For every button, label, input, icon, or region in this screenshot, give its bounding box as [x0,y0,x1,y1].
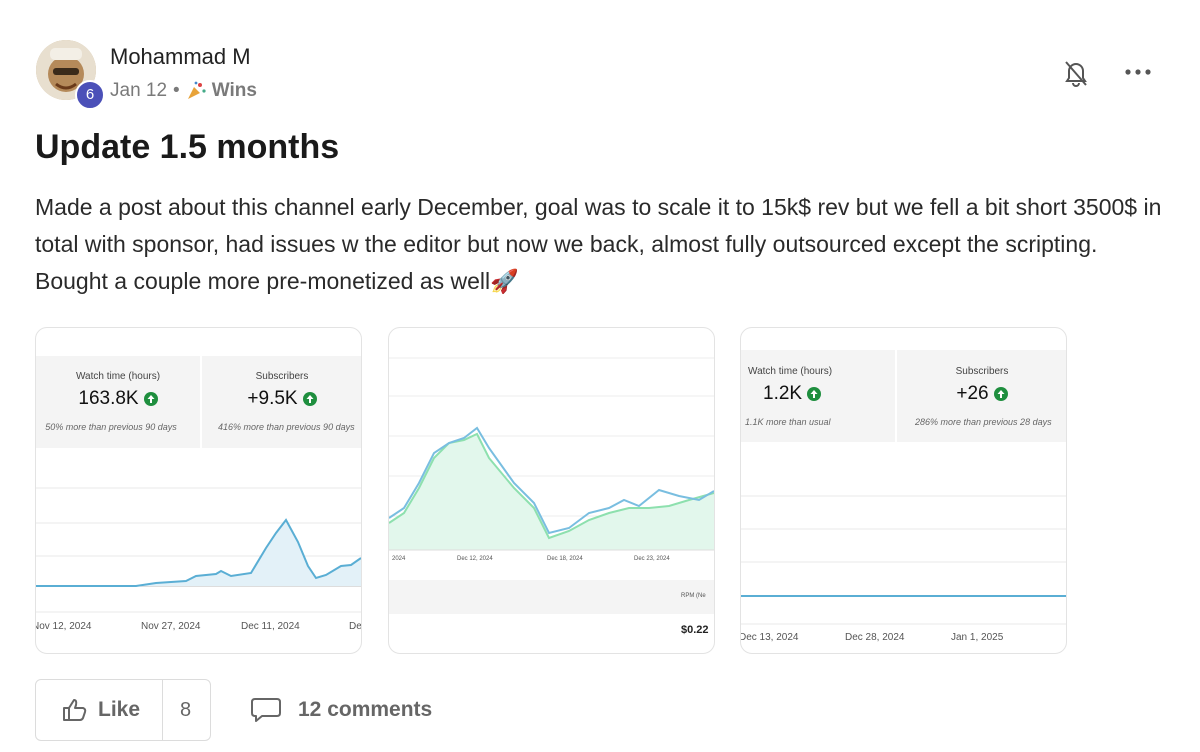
stat-value: +9.5K [247,388,298,409]
stat-value-row: 163.8K [36,388,200,410]
decoration [1065,61,1087,86]
metric-label: RPM (Ne [681,593,706,599]
up-icon [302,392,317,406]
decoration [197,83,202,87]
decoration [1135,69,1141,75]
chart-thumbnail [741,495,1066,625]
decoration [147,395,155,403]
stat-note: 1.1K more than usual [745,417,831,427]
x-axis-label: Dec 18, 2024 [547,556,583,562]
decoration [36,487,361,613]
like-label: Like [98,698,141,721]
up-icon [143,392,158,406]
post-meta: Jan 12 • Wins [110,80,257,102]
decoration [194,81,198,85]
stat-value: 1.2K [763,383,803,404]
stat-note: 50% more than previous 90 days [45,422,177,432]
decoration [389,426,714,535]
like-count[interactable]: 8 [162,680,210,740]
x-axis-label: Dec 12, 2024 [457,556,493,562]
attachment[interactable]: Watch time (hours) 163.8K 50% more than … [35,327,362,654]
stat-note: 286% more than previous 28 days [915,417,1052,427]
more-menu[interactable] [1124,66,1152,78]
post-category[interactable]: Wins [211,80,257,101]
chart-thumbnail [36,487,361,613]
decoration [997,390,1005,398]
decoration [1145,69,1151,75]
separator: • [173,80,180,101]
stat-card: Subscribers +26 286% more than previous … [897,350,1066,442]
decoration [251,698,281,722]
x-axis-label: 2024 [392,556,406,562]
author-name[interactable]: Mohammad M [110,44,251,69]
stat-value-row: +9.5K [202,388,361,410]
stat-label: Subscribers [955,366,1009,377]
comments-label: 12 comments [298,698,433,721]
stat-label: Subscribers [255,371,309,382]
stat-note: 416% more than previous 90 days [218,422,355,432]
x-axis-label: Nov 12, 2024 [35,621,92,632]
decoration [306,395,314,403]
attachment[interactable]: Watch time (hours) 1.2K 1.1K more than u… [740,327,1067,654]
x-axis-label: Dec 13, 2024 [740,632,799,643]
like-button[interactable]: Like [36,698,162,722]
decoration [55,82,77,90]
decoration [53,68,79,75]
x-axis-label: Dec 23, 2024 [634,556,670,562]
avatar[interactable] [36,40,96,100]
attachment[interactable]: 2024 Dec 12, 2024 Dec 18, 2024 Dec 23, 2… [388,327,715,654]
metric-value: $0.22 [681,624,709,636]
stat-label: Watch time (hours) [748,366,833,377]
post-title: Update 1.5 months [35,128,340,166]
post-body: Made a post about this channel early Dec… [35,194,1162,294]
x-axis-label: Jan 1, 2025 [951,632,1004,643]
decoration [389,432,714,540]
decoration [1065,63,1087,87]
stat-value-row: +26 [897,383,1066,405]
level-badge: 6 [75,80,105,110]
x-axis-label: Dec 28, 2024 [845,632,905,643]
stat-value: 163.8K [78,388,139,409]
stat-card: Watch time (hours) 163.8K 50% more than … [36,356,200,448]
decoration [389,434,714,550]
thumbs-up-icon [63,699,87,721]
comment-icon [251,698,281,722]
like-control: Like 8 [35,679,211,741]
x-axis-label: Dec 11, 2024 [241,621,300,632]
party-icon [187,81,206,99]
decoration [202,89,206,93]
up-icon [993,387,1008,401]
post-date: Jan 12 [110,80,168,101]
decoration [810,390,818,398]
stat-card: Subscribers +9.5K 416% more than previou… [202,356,361,448]
decoration [1125,69,1131,75]
stat-label: Watch time (hours) [75,371,161,382]
chart-thumbnail [389,357,714,614]
stat-value-row: 1.2K [741,383,895,405]
notification-bell[interactable] [1062,58,1090,88]
decoration [389,580,714,614]
decoration [63,699,87,721]
x-axis-label: Nov 27, 2024 [141,621,201,632]
up-icon [807,387,822,401]
decoration [50,48,82,60]
stat-card: Watch time (hours) 1.2K 1.1K more than u… [741,350,895,442]
avatar-image [36,40,96,100]
stat-value: +26 [956,383,989,404]
decoration [187,87,200,99]
decoration [36,518,361,587]
x-axis-label: Dec [349,621,362,632]
decoration [36,520,361,586]
decoration [741,495,1066,625]
comments-button[interactable]: 12 comments [250,696,432,724]
